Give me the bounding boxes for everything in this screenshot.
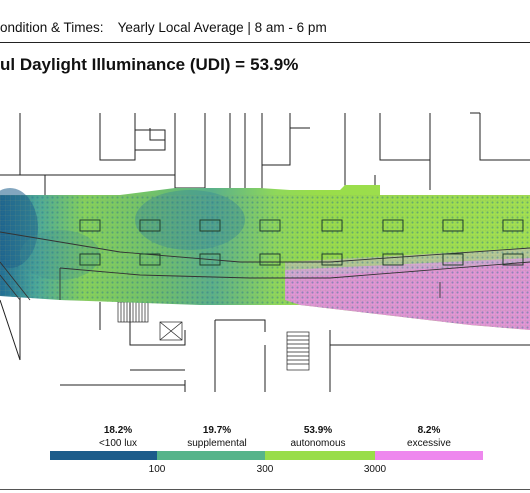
legend-item-autonomous: 53.9% autonomous — [258, 424, 378, 450]
footer-rule — [0, 489, 530, 490]
conditions-text: ondition & Times: Yearly Local Average | … — [0, 20, 327, 35]
legend-item-supplemental: 19.7% supplemental — [157, 424, 277, 450]
legend-label-supplemental: supplemental — [187, 438, 247, 449]
legend-label-autonomous: autonomous — [290, 438, 346, 449]
conditions-label: ondition & Times: — [0, 20, 104, 35]
legend-value-autonomous: 53.9% — [303, 425, 333, 436]
floor-plan-heatmap — [0, 112, 530, 392]
legend-value-low: 18.2% — [103, 425, 133, 436]
legend-value-supplemental: 19.7% — [202, 425, 232, 436]
legend-label-excessive: excessive — [407, 438, 451, 449]
legend-label-low: <100 lux — [98, 438, 138, 449]
legend-swatch-low — [50, 451, 157, 460]
legend-tick-3000: 3000 — [363, 464, 387, 475]
legend-tick-300: 300 — [256, 464, 274, 475]
udi-title-text: ul Daylight Illuminance (UDI) = — [0, 55, 246, 74]
udi-title: ul Daylight Illuminance (UDI) = 53.9% — [0, 55, 298, 75]
daylight-heatmap — [0, 185, 530, 330]
legend-item-excessive: 8.2% excessive — [369, 424, 489, 450]
legend-value-excessive: 8.2% — [417, 425, 441, 436]
conditions-header: ondition & Times: Yearly Local Average | … — [0, 0, 530, 43]
stairs — [117, 301, 310, 371]
legend-swatch-supplemental — [157, 451, 265, 460]
legend-swatch-excessive — [375, 451, 483, 460]
skylight-grid — [79, 219, 524, 266]
interior-walls — [0, 231, 530, 301]
udi-title-value: 53.9% — [250, 55, 299, 74]
legend-item-low: 18.2% <100 lux — [58, 424, 178, 450]
legend-swatch-autonomous — [265, 451, 375, 460]
legend-tick-100: 100 — [148, 464, 166, 475]
conditions-value: Yearly Local Average | 8 am - 6 pm — [117, 20, 327, 35]
